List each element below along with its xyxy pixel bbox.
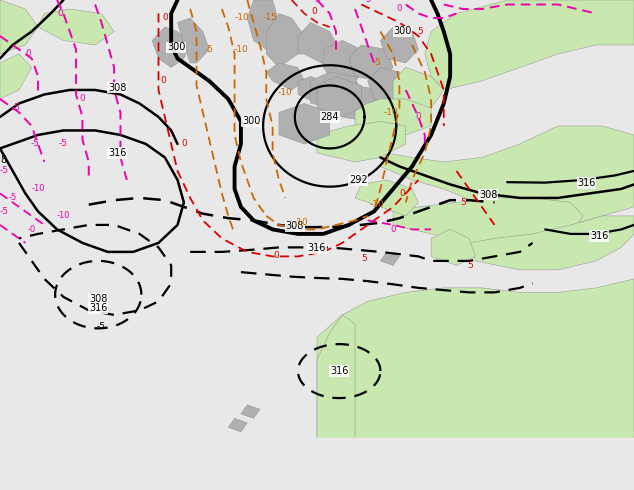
Polygon shape bbox=[336, 85, 387, 122]
Text: 308: 308 bbox=[108, 83, 126, 93]
Text: 316: 316 bbox=[578, 178, 595, 188]
Text: -5: -5 bbox=[373, 58, 382, 68]
Text: -5: -5 bbox=[30, 140, 39, 148]
Text: 0: 0 bbox=[162, 14, 168, 23]
Polygon shape bbox=[380, 27, 418, 63]
Polygon shape bbox=[380, 126, 634, 225]
Polygon shape bbox=[469, 216, 634, 270]
Polygon shape bbox=[355, 99, 431, 135]
Text: Th 06-06-2024 12:00 UTC (18+66): Th 06-06-2024 12:00 UTC (18+66) bbox=[399, 462, 612, 472]
Text: -5: -5 bbox=[0, 207, 9, 216]
Polygon shape bbox=[393, 68, 444, 117]
Text: 316: 316 bbox=[308, 244, 326, 253]
Text: 284: 284 bbox=[320, 112, 339, 122]
Polygon shape bbox=[355, 180, 418, 216]
Text: 316: 316 bbox=[89, 303, 107, 313]
Text: 5: 5 bbox=[467, 261, 474, 270]
Text: 0: 0 bbox=[181, 140, 187, 148]
Text: 0: 0 bbox=[79, 95, 86, 103]
Polygon shape bbox=[279, 103, 330, 144]
Text: 0: 0 bbox=[311, 7, 317, 16]
Text: -5: -5 bbox=[97, 321, 106, 331]
Text: 0: 0 bbox=[273, 251, 279, 260]
Polygon shape bbox=[247, 0, 279, 49]
Text: Height/Temp. 700 hPa [gdmp][°C] ECMWF: Height/Temp. 700 hPa [gdmp][°C] ECMWF bbox=[8, 462, 262, 472]
Text: -10: -10 bbox=[384, 108, 399, 117]
Text: -5: -5 bbox=[313, 0, 321, 4]
Polygon shape bbox=[266, 14, 304, 68]
Text: 316: 316 bbox=[108, 148, 126, 158]
Text: 5: 5 bbox=[361, 254, 368, 263]
Polygon shape bbox=[317, 76, 361, 117]
Text: 8: 8 bbox=[0, 155, 6, 165]
Polygon shape bbox=[228, 418, 247, 432]
Text: -10: -10 bbox=[31, 184, 45, 194]
Text: -10: -10 bbox=[235, 14, 250, 23]
Text: 0: 0 bbox=[397, 4, 402, 14]
Polygon shape bbox=[241, 405, 260, 418]
Text: 300: 300 bbox=[167, 42, 185, 52]
Text: 300: 300 bbox=[242, 117, 260, 126]
Text: 292: 292 bbox=[349, 175, 368, 185]
Text: 0: 0 bbox=[399, 189, 406, 198]
Polygon shape bbox=[380, 252, 399, 266]
Polygon shape bbox=[317, 122, 406, 162]
Polygon shape bbox=[393, 198, 583, 247]
Text: -15: -15 bbox=[262, 14, 277, 23]
Text: -5: -5 bbox=[205, 45, 214, 54]
Text: 316: 316 bbox=[108, 148, 126, 158]
Text: 0: 0 bbox=[160, 76, 167, 85]
Text: -10: -10 bbox=[233, 45, 249, 54]
Polygon shape bbox=[266, 63, 304, 90]
Polygon shape bbox=[311, 72, 361, 108]
Polygon shape bbox=[0, 0, 38, 54]
Text: -10: -10 bbox=[294, 218, 309, 227]
Text: 0: 0 bbox=[416, 112, 421, 122]
Polygon shape bbox=[38, 9, 114, 45]
Text: 0: 0 bbox=[391, 225, 396, 234]
Polygon shape bbox=[349, 45, 393, 81]
Polygon shape bbox=[152, 27, 190, 68]
Text: -5: -5 bbox=[8, 194, 17, 202]
Text: -5: -5 bbox=[363, 0, 372, 4]
Polygon shape bbox=[317, 315, 355, 450]
Text: -10: -10 bbox=[278, 88, 293, 97]
Polygon shape bbox=[298, 76, 330, 103]
Polygon shape bbox=[0, 54, 32, 99]
Text: 5: 5 bbox=[417, 27, 424, 36]
Text: 308: 308 bbox=[286, 221, 304, 231]
Text: -5: -5 bbox=[0, 167, 9, 175]
Text: -10: -10 bbox=[56, 211, 70, 220]
Polygon shape bbox=[431, 229, 476, 266]
Polygon shape bbox=[368, 68, 406, 103]
Polygon shape bbox=[298, 23, 342, 68]
Text: -10: -10 bbox=[370, 200, 385, 209]
Text: 0: 0 bbox=[25, 49, 32, 58]
Polygon shape bbox=[425, 0, 634, 90]
Text: -5: -5 bbox=[11, 103, 20, 113]
Text: 308: 308 bbox=[89, 294, 107, 304]
Text: 5: 5 bbox=[460, 198, 466, 207]
Polygon shape bbox=[323, 41, 368, 81]
Polygon shape bbox=[317, 279, 634, 450]
Text: 316: 316 bbox=[330, 366, 348, 376]
Text: 316: 316 bbox=[590, 231, 608, 241]
Text: 308: 308 bbox=[479, 190, 497, 200]
Text: -0: -0 bbox=[27, 225, 36, 234]
Text: -5: -5 bbox=[59, 140, 68, 148]
Text: ©weatheronline.co.uk: ©weatheronline.co.uk bbox=[506, 480, 631, 490]
Text: 300: 300 bbox=[394, 26, 411, 36]
Polygon shape bbox=[178, 18, 209, 63]
Text: 0: 0 bbox=[57, 9, 63, 18]
